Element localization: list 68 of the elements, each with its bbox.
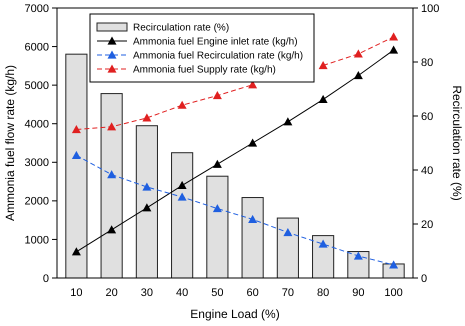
- y-tick-label: 3000: [24, 157, 49, 170]
- y-tick-label: 1000: [24, 234, 49, 246]
- point: [283, 117, 292, 126]
- bar: [312, 235, 334, 278]
- point: [389, 260, 398, 268]
- point: [142, 203, 152, 212]
- y-tick-label: 7000: [24, 2, 49, 15]
- y2-tick-label: 60: [421, 110, 434, 123]
- y2-axis-title: Recirculation rate (%): [450, 85, 464, 201]
- x-axis-title: Engine Load (%): [190, 307, 280, 321]
- x-tick-label: 20: [106, 287, 118, 299]
- point: [248, 214, 258, 223]
- point: [354, 252, 363, 260]
- y2-tick-label: 20: [421, 218, 434, 231]
- point: [212, 204, 222, 212]
- x-tick-label: 50: [211, 287, 224, 299]
- point: [318, 94, 328, 104]
- point: [248, 138, 258, 147]
- bar: [276, 218, 299, 278]
- x-tick-label: 100: [384, 287, 403, 299]
- bar: [171, 152, 194, 278]
- point: [72, 247, 81, 256]
- point: [107, 225, 116, 234]
- bar: [100, 93, 123, 278]
- point: [212, 160, 222, 168]
- point: [318, 240, 328, 248]
- point: [389, 46, 398, 54]
- x-tick-label: 30: [140, 287, 154, 299]
- point: [389, 32, 398, 41]
- y2-tick-label: 100: [421, 2, 440, 15]
- y2-tick-label: 40: [421, 164, 434, 177]
- bar: [136, 125, 158, 278]
- bar: [65, 54, 88, 278]
- y-axis-title: Ammonia fuel flow rate (kg/h): [3, 64, 17, 222]
- legend-label: Ammonia fuel Engine inlet rate (kg/h): [133, 36, 298, 48]
- point: [178, 192, 187, 201]
- x-tick-label: 90: [352, 287, 364, 299]
- point: [72, 125, 81, 134]
- bar: [347, 251, 370, 278]
- point: [283, 228, 292, 236]
- legend-label: Ammonia fuel Recirculation rate (kg/h): [133, 50, 304, 62]
- point: [212, 91, 222, 100]
- y-tick-label: 6000: [24, 41, 49, 54]
- y-tick-label: 4000: [24, 118, 49, 131]
- y2-tick-label: 80: [421, 56, 434, 69]
- point: [107, 122, 116, 130]
- x-tick-label: 10: [70, 287, 83, 299]
- y2-tick-label: 0: [421, 272, 428, 285]
- point: [178, 100, 187, 109]
- point: [142, 113, 152, 122]
- bar: [206, 176, 228, 278]
- legend-label: Recirculation rate (%): [133, 22, 230, 34]
- point: [318, 60, 328, 70]
- y-tick-label: 0: [42, 272, 49, 285]
- y-tick-label: 2000: [24, 196, 49, 208]
- x-tick-label: 60: [246, 287, 259, 299]
- point: [354, 71, 363, 80]
- point: [107, 170, 116, 178]
- x-tick-label: 70: [282, 287, 294, 299]
- legend-label: Ammonia fuel Supply rate (kg/h): [133, 64, 276, 76]
- y-tick-label: 5000: [24, 80, 49, 92]
- x-tick-label: 80: [316, 287, 330, 299]
- point: [142, 182, 152, 191]
- point: [178, 180, 187, 190]
- point: [354, 49, 363, 58]
- point: [72, 150, 81, 159]
- x-tick-label: 40: [176, 287, 188, 299]
- bar: [242, 197, 264, 278]
